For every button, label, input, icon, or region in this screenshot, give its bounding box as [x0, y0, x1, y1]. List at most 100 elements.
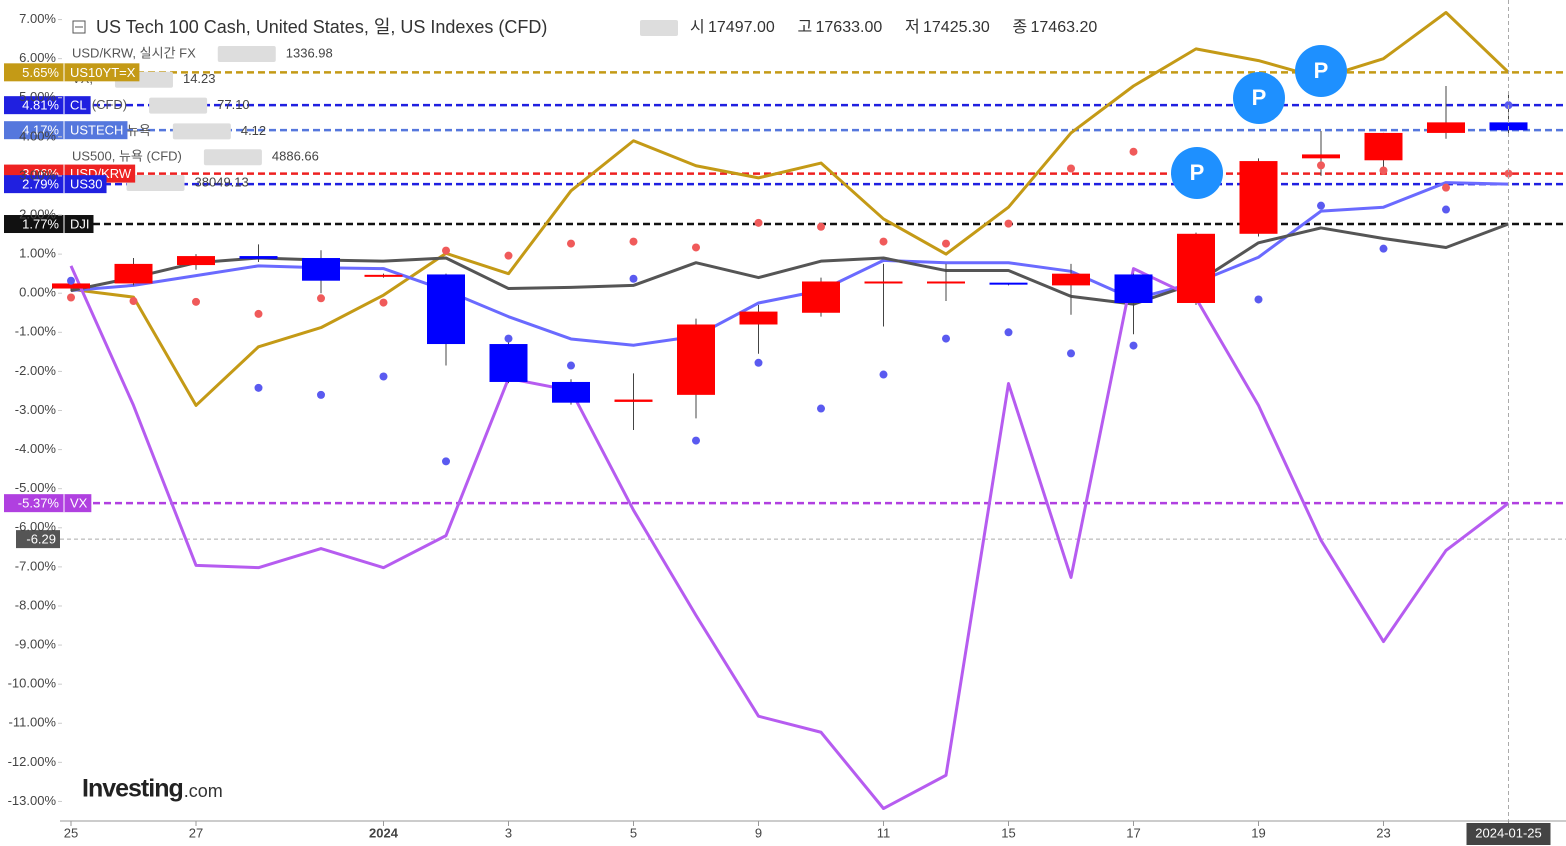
candle-body: [1114, 274, 1153, 303]
series-dot: [567, 239, 575, 248]
candle-body: [739, 311, 778, 325]
candle-body: [1427, 122, 1465, 133]
candle-body: [427, 274, 465, 345]
series-dot: [817, 222, 825, 231]
x-tick-label: 11: [877, 825, 891, 840]
legend-icons: [126, 175, 185, 191]
series-dot: [1317, 201, 1325, 210]
badge-label: P: [1314, 58, 1329, 83]
x-tick-label: 25: [64, 825, 78, 840]
candle-body: [364, 274, 403, 277]
level-tag-name: USTECH: [70, 123, 123, 138]
level-tag-name: DJI: [70, 216, 90, 231]
candle-body: [1052, 273, 1090, 286]
level-tag-value: 5.65%: [22, 65, 59, 80]
series-dot: [942, 239, 950, 248]
series-dot: [754, 358, 763, 367]
series-dot: [1442, 183, 1450, 192]
ohlc-key: 종: [1013, 19, 1028, 36]
series-dot: [1004, 328, 1013, 337]
ohlc-key: 저: [905, 18, 920, 36]
series-dot: [1067, 164, 1075, 173]
candle-body: [1177, 233, 1215, 303]
collapse-icon[interactable]: [72, 20, 86, 34]
badge[interactable]: [1171, 147, 1223, 199]
series-dot: [1004, 219, 1013, 228]
legend-icons: [172, 123, 231, 140]
ohlc-value: 17463.20: [1031, 19, 1098, 36]
series-dot: [129, 297, 138, 306]
ohlc-value: 17633.00: [816, 19, 883, 36]
data: [52, 11, 1528, 810]
axes: 7.00% 6.00% 5.00% 4.00% 3.00% 2.00% 1.00% 0.00%…: [8, 0, 1566, 845]
y-tick-label: -9.00%: [15, 637, 57, 652]
badges: P P P: [1171, 45, 1347, 199]
series-dot: [254, 383, 263, 392]
legend-icons: [203, 149, 262, 166]
candle-body: [302, 258, 340, 281]
x-tick-label: 27: [189, 825, 203, 840]
legend-value: 4.12: [241, 123, 266, 138]
series-dot: [567, 361, 575, 370]
candle-body: [614, 399, 653, 402]
y-tick-label: -1.00%: [15, 324, 57, 339]
series-dot: [1254, 295, 1263, 304]
level-tag: [4, 63, 140, 82]
candle-body: [239, 256, 278, 259]
candle-body: [552, 381, 590, 403]
x-tick-label: 2024-01-25: [1475, 825, 1542, 840]
y-tick-label: 3.00%: [19, 167, 56, 182]
legend-value: 1336.98: [286, 45, 333, 60]
legend-value: 77.10: [217, 97, 250, 112]
y-tick-label: -10.00%: [8, 676, 57, 691]
y-tick-label: 6.00%: [19, 50, 56, 65]
series-dot: [1129, 341, 1138, 350]
candle-body: [802, 281, 840, 313]
crosshair-tag: [16, 530, 60, 549]
series-dot: [379, 298, 388, 307]
series-dot: [1129, 147, 1138, 156]
y-tick-label: -12.00%: [8, 754, 57, 769]
y-tick-label: -13.00%: [8, 793, 57, 808]
y-tick-label: -11.00%: [9, 715, 57, 730]
legend-icons: [217, 46, 276, 62]
badge-label: P: [1190, 160, 1205, 185]
candle-body: [677, 324, 715, 395]
series-dot: [1379, 244, 1388, 253]
level-tag: [4, 121, 128, 140]
series-dot: [379, 372, 388, 381]
series-dot: [879, 237, 888, 246]
x-tick-label: 17: [1126, 825, 1140, 840]
series-dot: [754, 218, 763, 227]
y-tick-label: -4.00%: [15, 441, 57, 456]
legend-value: 38049.13: [195, 174, 249, 189]
level-tag: [4, 175, 107, 194]
level-tag-value: 1.77%: [22, 216, 59, 231]
ohlc-value: 17497.00: [708, 19, 775, 36]
y-tick-label: 4.00%: [19, 128, 56, 143]
y-tick-label: -6.00%: [15, 519, 57, 534]
candle-body: [927, 281, 965, 284]
y-tick-label: -8.00%: [15, 597, 57, 612]
series-dot: [629, 237, 638, 246]
series-dot: [442, 246, 450, 255]
candle-body: [114, 263, 153, 284]
level-tag-value: -5.37%: [18, 496, 60, 511]
series-dot: [942, 334, 950, 343]
series-dot: [1317, 161, 1325, 170]
y-tick-label: 5.00%: [19, 89, 56, 104]
x-tick-label: 2024: [369, 825, 399, 840]
series-dot: [692, 243, 700, 252]
series-dot: [254, 309, 263, 318]
level-tag-value: 4.81%: [22, 98, 59, 113]
series-dot: [317, 390, 325, 399]
badge[interactable]: [1233, 72, 1285, 124]
series-dot: [192, 297, 200, 306]
watermark-suffix: .com: [184, 781, 223, 801]
badge[interactable]: [1295, 45, 1347, 97]
ohlc-key: 시: [690, 19, 705, 36]
settings-icon: [640, 20, 678, 36]
series-dot: [504, 334, 513, 343]
